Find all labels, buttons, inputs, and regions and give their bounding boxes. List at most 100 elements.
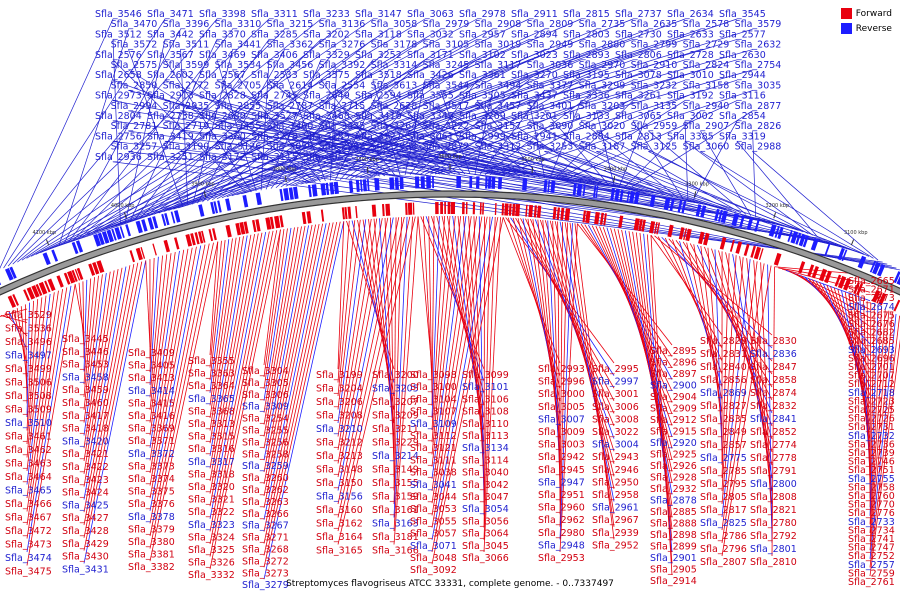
- legend-item-forward: Forward: [841, 6, 892, 21]
- scale-label: 3200 kbp: [766, 203, 790, 209]
- gene-label: Sfla_2832: [750, 401, 797, 412]
- forward-gene: [480, 202, 482, 214]
- gene-label: Sfla_3187: [579, 142, 626, 153]
- reverse-gene: [198, 204, 204, 217]
- gene-label: Sfla_3251: [147, 152, 194, 163]
- gene-label: Sfla_3104: [410, 394, 457, 405]
- forward-gene: [355, 206, 357, 218]
- gene-label: Sfla_3004: [592, 440, 639, 451]
- reverse-gene: [279, 189, 283, 201]
- reverse-gene: [522, 178, 527, 190]
- gene-label: Sfla_2847: [750, 362, 797, 373]
- gene-label: Sfla_2805: [700, 492, 747, 503]
- gene-label: Sfla_2791: [750, 466, 797, 477]
- scale-label: 3100 kbp: [844, 230, 868, 236]
- gene-label: Sfla_3000: [538, 389, 585, 400]
- gene-label: Sfla_3100: [410, 382, 457, 393]
- gene-label: Sfla_3206: [316, 397, 363, 408]
- reverse-gene: [488, 177, 491, 189]
- gene-label: Sfla_3306: [242, 390, 289, 401]
- legend-item-reverse: Reverse: [841, 21, 892, 36]
- gene-label: Sfla_3172: [199, 152, 246, 163]
- gene-label: Sfla_3428: [62, 526, 109, 537]
- gene-label: Sfla_3463: [5, 459, 52, 470]
- gene-label: Sfla_3424: [62, 488, 109, 499]
- gene-label: Sfla_3259: [242, 461, 289, 472]
- reverse-gene: [125, 224, 131, 236]
- gene-label: Sfla_3458: [62, 372, 109, 383]
- label-connector: [633, 141, 808, 233]
- forward-gene: [306, 211, 311, 223]
- gene-label: Sfla_2808: [750, 492, 797, 503]
- reverse-gene: [329, 182, 334, 194]
- gene-label: Sfla_3378: [128, 512, 175, 523]
- gene-label: Sfla_3421: [62, 449, 109, 460]
- forward-gene: [515, 204, 520, 216]
- forward-gene: [594, 212, 600, 224]
- gene-label: Sfla_3106: [462, 394, 509, 405]
- scale-label: 3600 kbp: [438, 154, 462, 160]
- reverse-gene: [395, 177, 399, 189]
- gene-label: Sfla_2786: [700, 531, 747, 542]
- gene-label: Sfla_3312: [475, 142, 522, 153]
- gene-label: Sfla_3101: [462, 382, 509, 393]
- gene-label: Sfla_3380: [128, 537, 175, 548]
- gene-label: Sfla_3121: [410, 443, 457, 454]
- forward-gene: [413, 203, 415, 215]
- gene-label: Sfla_3040: [462, 468, 509, 479]
- map-caption: Streptomyces flavogriseus ATCC 33331, co…: [0, 579, 900, 589]
- gene-label: Sfla_3416: [128, 411, 175, 422]
- forward-gene: [744, 244, 750, 256]
- gene-label: Sfla_3134: [462, 443, 509, 454]
- gene-label: Sfla_3461: [5, 432, 52, 443]
- gene-label: Sfla_3057: [410, 529, 457, 540]
- gene-label: Sfla_3413: [128, 373, 175, 384]
- gene-label: Sfla_3425: [62, 500, 109, 511]
- scale-label: 4000 kbp: [111, 203, 135, 209]
- gene-label: Sfla_3473: [5, 540, 52, 551]
- gene-label: Sfla_3112: [410, 431, 457, 442]
- scale-label: 3800 kbp: [273, 166, 297, 172]
- gene-label: Sfla_2952: [592, 540, 639, 551]
- forward-gene: [482, 202, 484, 214]
- gene-label: Sfla_2801: [750, 544, 797, 555]
- gene-label: Sfla_3372: [128, 449, 175, 460]
- gene-label: Sfla_3304: [242, 366, 289, 377]
- reverse-gene: [421, 176, 425, 188]
- gene-label: Sfla_2840: [700, 362, 747, 373]
- gene-label: Sfla_2946: [592, 465, 639, 476]
- forward-gene: [342, 207, 345, 219]
- gene-label: Sfla_3111: [410, 455, 457, 466]
- gene-label: Sfla_2874: [750, 388, 797, 399]
- gene-label: Sfla_3109: [410, 419, 457, 430]
- reverse-gene: [498, 177, 502, 189]
- gene-label: Sfla_3060: [683, 142, 730, 153]
- gene-label: Sfla_3429: [62, 539, 109, 550]
- gene-label: Sfla_3381: [128, 550, 175, 561]
- gene-label: Sfla_3098: [410, 370, 457, 381]
- gene-label: Sfla_2899: [650, 542, 697, 553]
- reverse-gene: [456, 176, 461, 188]
- gene-label: Sfla_2897: [650, 369, 697, 380]
- forward-gene: [528, 205, 533, 217]
- gene-label: Sfla_2932: [650, 484, 697, 495]
- gene-label: Sfla_3465: [5, 486, 52, 497]
- gene-label: Sfla_2775: [700, 453, 747, 464]
- reverse-gene: [374, 178, 379, 190]
- legend-swatch-forward: [841, 8, 852, 19]
- reverse-gene: [485, 177, 488, 189]
- forward-gene: [448, 202, 451, 214]
- gene-label: Sfla_2945: [538, 465, 585, 476]
- gene-label: Sfla_3464: [5, 472, 52, 483]
- gene-label: Sfla_3052: [303, 152, 350, 163]
- gene-label: Sfla_3326: [188, 558, 235, 569]
- gene-label: Sfla_3305: [242, 378, 289, 389]
- gene-label: Sfla_2997: [592, 377, 639, 388]
- gene-label: Sfla_2950: [592, 477, 639, 488]
- reverse-gene: [43, 252, 51, 265]
- gene-label: Sfla_2780: [750, 518, 797, 529]
- legend-label-forward: Forward: [856, 9, 892, 19]
- forward-gene: [129, 250, 135, 262]
- gene-label: Sfla_2912: [650, 415, 697, 426]
- forward-gene: [473, 202, 475, 214]
